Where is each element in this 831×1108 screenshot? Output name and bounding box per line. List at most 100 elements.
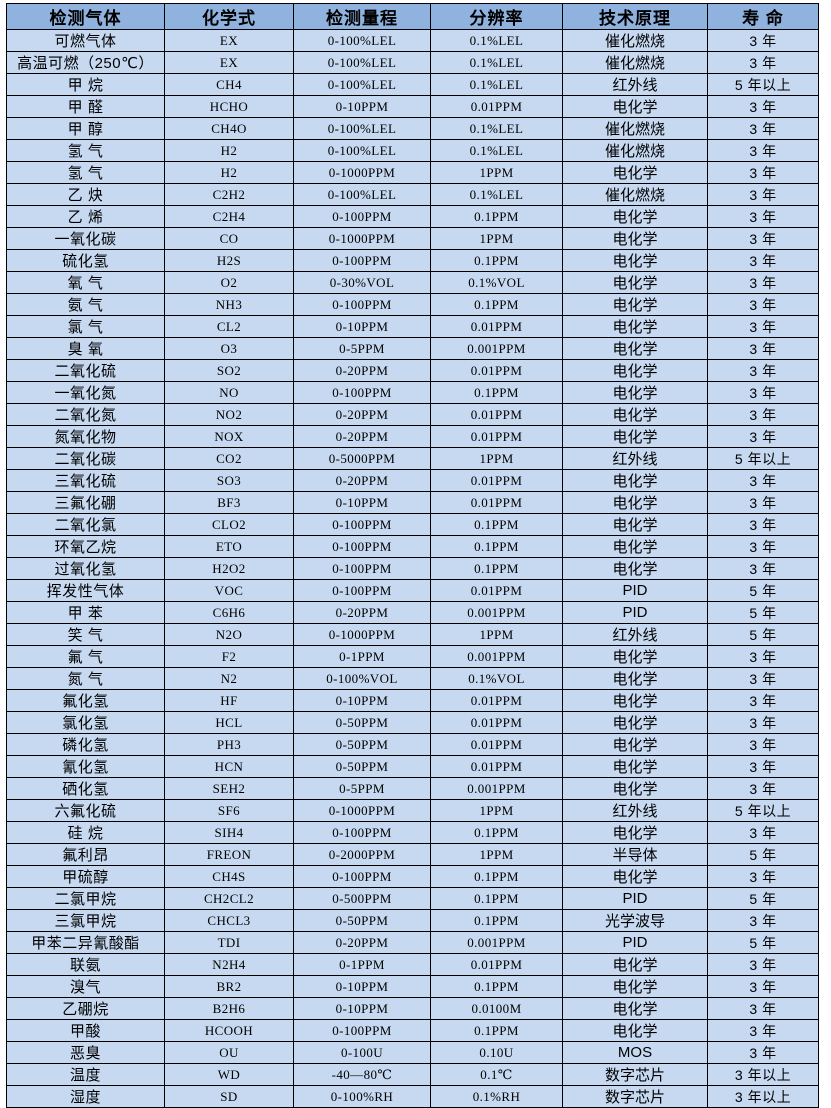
cell-technology: 电化学 [562,755,708,778]
cell-technology: 电化学 [562,711,708,734]
cell-gas-name: 甲 苯 [6,601,165,624]
cell-resolution: 0.01PPM [430,491,563,514]
cell-gas-name: 甲苯二异氰酸酯 [6,931,165,954]
cell-technology: 催化燃烧 [562,51,708,74]
column-header-formula: 化学式 [164,3,294,30]
cell-detection-range: 0-1000PPM [293,227,431,250]
cell-detection-range: 0-100%LEL [293,73,431,96]
table-row: 甲苯二异氰酸酯 TDI 0-20PPM 0.001PPM PID 5 年 [6,931,819,954]
cell-gas-name: 甲酸 [6,1019,165,1042]
cell-gas-name: 二氧化氮 [6,403,165,426]
cell-detection-range: 0-10PPM [293,315,431,338]
cell-lifespan: 3 年 [707,711,819,734]
cell-lifespan: 3 年 [707,491,819,514]
cell-resolution: 0.01PPM [430,953,563,976]
cell-resolution: 0.0100M [430,997,563,1020]
cell-detection-range: 0-100PPM [293,293,431,316]
table-row: 乙 炔 C2H2 0-100%LEL 0.1%LEL 催化燃烧 3 年 [6,183,819,206]
table-row: 氮氧化物 NOX 0-20PPM 0.01PPM 电化学 3 年 [6,425,819,448]
cell-gas-name: 二氧化碳 [6,447,165,470]
cell-gas-name: 氢 气 [6,161,165,184]
table-row: 臭 氧 O3 0-5PPM 0.001PPM 电化学 3 年 [6,337,819,360]
cell-gas-name: 甲硫醇 [6,865,165,888]
cell-resolution: 0.1PPM [430,887,563,910]
cell-chemical-formula: C2H4 [164,205,294,228]
cell-chemical-formula: SO3 [164,469,294,492]
cell-gas-name: 氮 气 [6,667,165,690]
table-row: 氯 气 CL2 0-10PPM 0.01PPM 电化学 3 年 [6,315,819,338]
cell-resolution: 1PPM [430,227,563,250]
cell-chemical-formula: SIH4 [164,821,294,844]
table-row: 氢 气 H2 0-1000PPM 1PPM 电化学 3 年 [6,161,819,184]
cell-chemical-formula: CO [164,227,294,250]
cell-lifespan: 3 年 [707,469,819,492]
cell-gas-name: 恶臭 [6,1041,165,1064]
cell-lifespan: 3 年 [707,557,819,580]
cell-resolution: 0.1PPM [430,381,563,404]
cell-gas-name: 挥发性气体 [6,579,165,602]
table-row: 氨 气 NH3 0-100PPM 0.1PPM 电化学 3 年 [6,293,819,316]
cell-detection-range: 0-100PPM [293,205,431,228]
cell-lifespan: 5 年 [707,579,819,602]
cell-chemical-formula: O2 [164,271,294,294]
cell-gas-name: 过氧化氢 [6,557,165,580]
cell-resolution: 0.01PPM [430,733,563,756]
cell-technology: 电化学 [562,227,708,250]
cell-detection-range: 0-100PPM [293,535,431,558]
table-row: 高温可燃（250℃） EX 0-100%LEL 0.1%LEL 催化燃烧 3 年 [6,51,819,74]
cell-gas-name: 氟化氢 [6,689,165,712]
cell-technology: 电化学 [562,469,708,492]
cell-technology: PID [562,579,708,602]
cell-lifespan: 3 年 [707,953,819,976]
cell-chemical-formula: NH3 [164,293,294,316]
cell-technology: 催化燃烧 [562,117,708,140]
cell-chemical-formula: H2 [164,161,294,184]
cell-resolution: 0.01PPM [430,95,563,118]
table-row: 一氧化碳 CO 0-1000PPM 1PPM 电化学 3 年 [6,227,819,250]
cell-detection-range: 0-5PPM [293,777,431,800]
cell-technology: 电化学 [562,557,708,580]
cell-technology: 催化燃烧 [562,183,708,206]
cell-gas-name: 一氧化碳 [6,227,165,250]
cell-detection-range: 0-5000PPM [293,447,431,470]
cell-gas-name: 磷化氢 [6,733,165,756]
cell-chemical-formula: H2O2 [164,557,294,580]
table-row: 硅 烷 SIH4 0-100PPM 0.1PPM 电化学 3 年 [6,821,819,844]
cell-gas-name: 三氧化硫 [6,469,165,492]
cell-gas-name: 氮氧化物 [6,425,165,448]
cell-detection-range: 0-100%LEL [293,139,431,162]
cell-lifespan: 3 年 [707,975,819,998]
cell-resolution: 0.1%LEL [430,29,563,52]
table-row: 氟化氢 HF 0-10PPM 0.01PPM 电化学 3 年 [6,689,819,712]
cell-resolution: 0.1%LEL [430,117,563,140]
cell-chemical-formula: CH4O [164,117,294,140]
table-header-row: 检测气体 化学式 检测量程 分辨率 技术原理 寿 命 [6,3,819,30]
cell-detection-range: 0-20PPM [293,931,431,954]
cell-resolution: 0.1%LEL [430,51,563,74]
cell-chemical-formula: CO2 [164,447,294,470]
cell-chemical-formula: EX [164,51,294,74]
table-row: 氰化氢 HCN 0-50PPM 0.01PPM 电化学 3 年 [6,755,819,778]
cell-chemical-formula: H2S [164,249,294,272]
cell-detection-range: 0-100PPM [293,579,431,602]
cell-technology: 光学波导 [562,909,708,932]
cell-gas-name: 高温可燃（250℃） [6,51,165,74]
cell-resolution: 1PPM [430,623,563,646]
cell-gas-name: 氨 气 [6,293,165,316]
cell-gas-name: 氰化氢 [6,755,165,778]
cell-technology: 电化学 [562,865,708,888]
cell-technology: PID [562,887,708,910]
cell-technology: 电化学 [562,689,708,712]
cell-detection-range: 0-10PPM [293,95,431,118]
table-row: 过氧化氢 H2O2 0-100PPM 0.1PPM 电化学 3 年 [6,557,819,580]
table-row: 湿度 SD 0-100%RH 0.1%RH 数字芯片 3 年以上 [6,1085,819,1108]
cell-resolution: 0.01PPM [430,579,563,602]
cell-gas-name: 笑 气 [6,623,165,646]
table-row: 二氧化氮 NO2 0-20PPM 0.01PPM 电化学 3 年 [6,403,819,426]
cell-technology: 电化学 [562,953,708,976]
cell-resolution: 0.001PPM [430,777,563,800]
column-header-technology: 技术原理 [562,3,708,30]
cell-chemical-formula: NO2 [164,403,294,426]
cell-technology: 催化燃烧 [562,29,708,52]
cell-resolution: 0.1PPM [430,557,563,580]
